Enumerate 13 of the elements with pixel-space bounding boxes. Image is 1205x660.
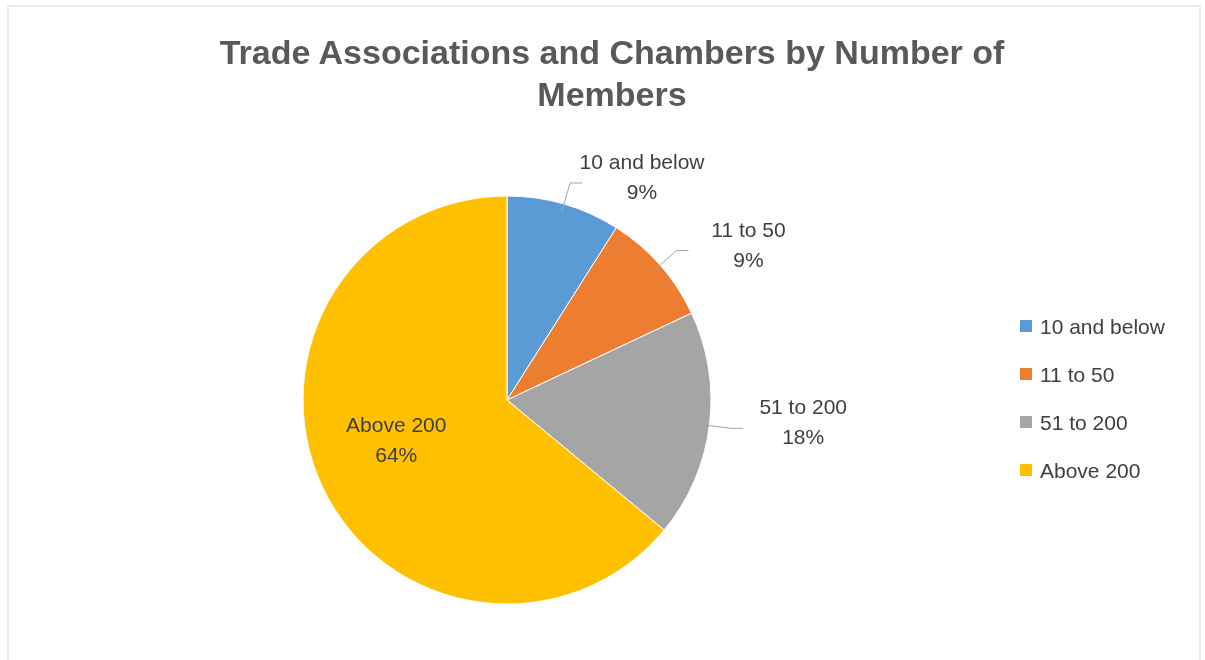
chart-title: Trade Associations and Chambers by Number of Members — [219, 33, 1006, 113]
legend-label: 51 to 200 — [1040, 411, 1128, 435]
slice-label: 10 and below — [579, 149, 706, 173]
slice-label: 11 to 50 — [711, 217, 786, 241]
legend-label: Above 200 — [1040, 459, 1141, 483]
legend-label: 11 to 50 — [1040, 363, 1115, 387]
slice-label: Above 200 — [346, 413, 447, 437]
data-label: 18% — [782, 425, 825, 449]
legend-label: 10 and below — [1040, 315, 1166, 339]
slice-label: 51 to 200 — [759, 395, 848, 419]
data-label: 64% — [375, 443, 418, 467]
data-label: 9% — [626, 179, 658, 203]
data-label: 9% — [733, 247, 764, 271]
